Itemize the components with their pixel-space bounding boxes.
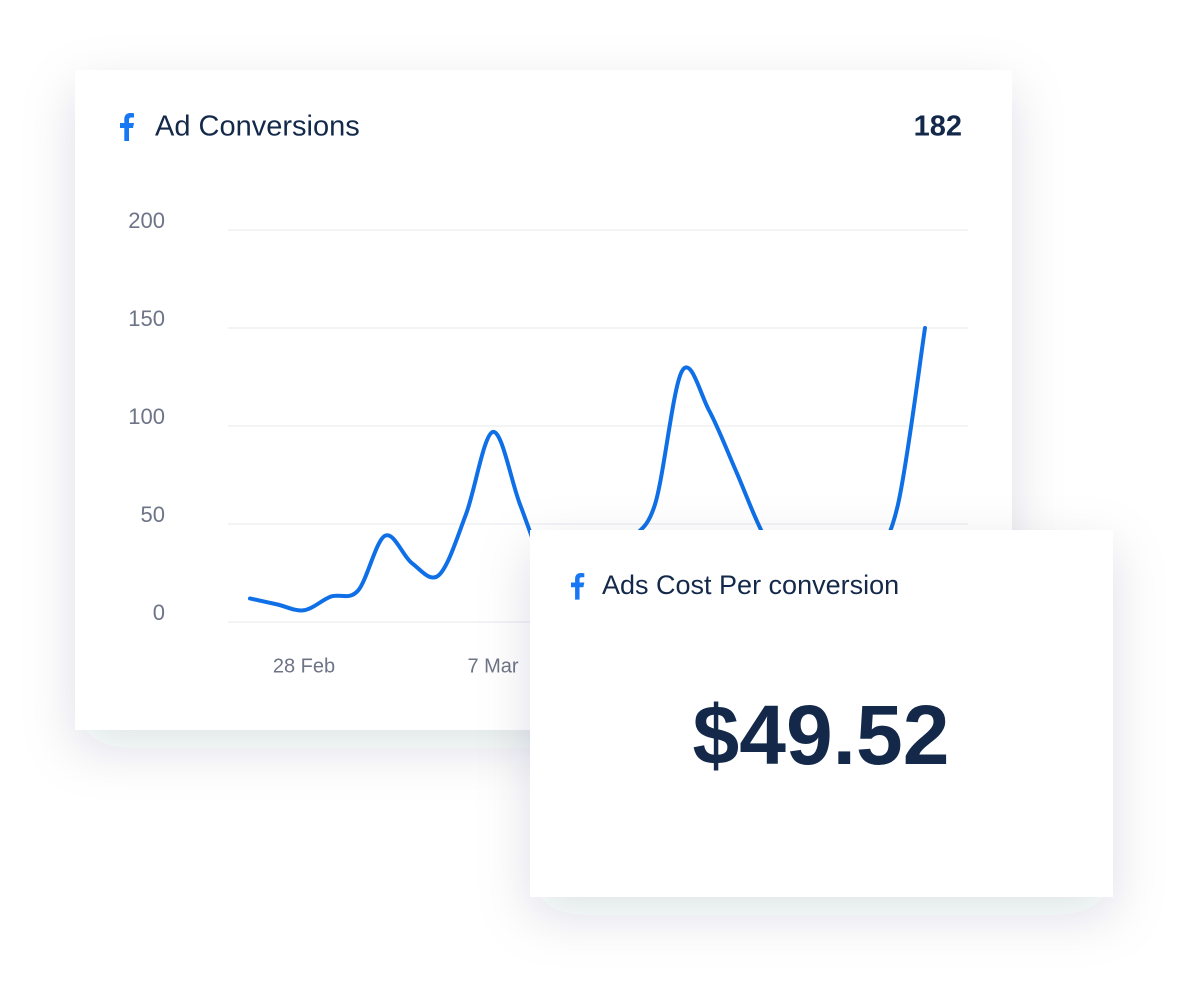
x-tick-label: 28 Feb	[273, 655, 335, 677]
x-tick-label: 7 Mar	[467, 655, 518, 677]
kpi-value: $49.52	[693, 688, 950, 782]
card-title: Ad Conversions	[155, 111, 360, 143]
total-value: 182	[914, 111, 962, 143]
y-tick-label: 200	[128, 208, 165, 233]
facebook-icon	[571, 573, 585, 600]
y-tick-label: 50	[141, 502, 165, 527]
facebook-icon	[120, 113, 134, 141]
y-tick-label: 100	[128, 404, 165, 429]
card-background	[530, 530, 1113, 897]
card-title: Ads Cost Per conversion	[602, 570, 899, 600]
y-tick-label: 150	[128, 306, 165, 331]
y-tick-label: 0	[153, 600, 165, 625]
cost-per-conversion-card: Ads Cost Per conversion $49.52	[530, 530, 1113, 897]
